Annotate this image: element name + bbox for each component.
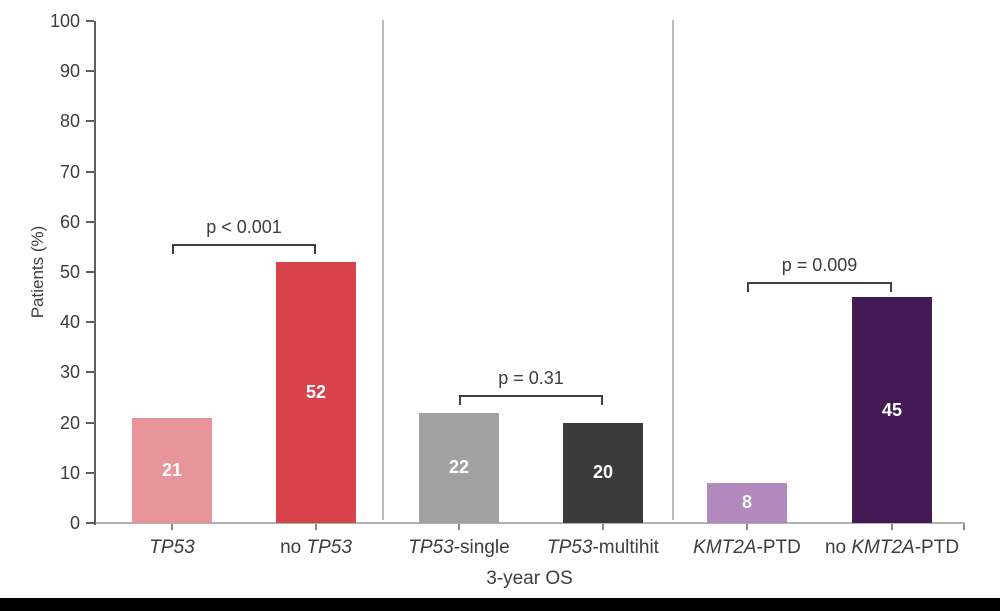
bar-no-TP53: 52 — [276, 261, 356, 523]
y-tick-label: 10 — [59, 462, 80, 483]
category-label: TP53-multihit — [547, 537, 659, 559]
significance-bracket — [459, 394, 603, 405]
bar-KMT2A-PTD: 8 — [707, 482, 787, 523]
x-axis-tick — [746, 524, 748, 530]
bar-value-label: 52 — [305, 381, 327, 402]
x-axis-end-tick — [963, 524, 965, 530]
y-tick-label: 100 — [49, 11, 80, 31]
category-label: no TP53 — [280, 537, 352, 559]
label-text: no — [824, 537, 852, 558]
y-axis-tick — [86, 471, 94, 474]
y-axis-tick — [86, 371, 94, 374]
significance-bracket — [747, 282, 892, 293]
y-axis-tick — [86, 20, 94, 22]
gene-name: TP53 — [306, 537, 352, 558]
y-axis-tick — [86, 170, 94, 173]
y-axis-tick — [86, 522, 94, 524]
label-text: no — [280, 537, 307, 558]
p-value-label: p = 0.009 — [781, 255, 858, 276]
x-axis-tick — [602, 524, 604, 530]
y-axis-tick — [86, 120, 94, 123]
gene-name: TP53 — [149, 537, 195, 558]
y-tick-label: 30 — [59, 362, 80, 383]
y-axis-tick — [86, 271, 94, 273]
y-tick-label: 90 — [59, 61, 80, 82]
y-axis-tick — [86, 321, 94, 324]
x-axis-line — [96, 522, 965, 524]
bar-value-label: 45 — [881, 399, 903, 420]
y-tick-label: 80 — [59, 111, 80, 132]
y-tick-label: 40 — [59, 312, 80, 333]
bar-TP53-multihit: 20 — [563, 422, 643, 523]
category-label: TP53 — [149, 537, 194, 559]
gene-name: KMT2A — [693, 537, 757, 558]
bar-TP53: 21 — [132, 417, 212, 523]
label-text: -single — [453, 537, 510, 558]
bar-value-label: 22 — [448, 457, 470, 478]
y-tick-label: 20 — [59, 412, 80, 433]
p-value-label: p = 0.31 — [498, 367, 564, 388]
y-tick-label: 70 — [59, 161, 80, 182]
x-axis-tick — [315, 524, 317, 530]
label-text: -PTD — [914, 537, 960, 558]
x-axis-tick — [891, 524, 893, 530]
y-tick-label: 60 — [59, 211, 80, 232]
x-axis-tick — [171, 524, 173, 530]
label-text: -PTD — [756, 537, 801, 558]
bar-TP53-single: 22 — [419, 412, 499, 523]
bar-value-label: 20 — [592, 462, 614, 483]
label-text: -multihit — [592, 537, 659, 558]
y-tick-label: 50 — [59, 262, 80, 282]
p-value-label: p < 0.001 — [206, 217, 282, 238]
category-label: KMT2A-PTD — [693, 537, 801, 559]
category-label: TP53-single — [408, 537, 509, 559]
significance-bracket — [172, 244, 316, 255]
y-axis-tick — [86, 421, 94, 424]
group-divider-line — [672, 20, 674, 520]
bar-no-KMT2A-PTD: 45 — [852, 297, 932, 523]
y-tick-label: 0 — [69, 513, 80, 533]
y-axis-line — [94, 21, 96, 525]
bar-value-label: 21 — [161, 459, 183, 480]
y-axis-tick — [86, 70, 94, 73]
gene-name: TP53 — [547, 537, 593, 558]
category-label: no KMT2A-PTD — [825, 537, 959, 559]
gene-name: KMT2A — [851, 537, 915, 558]
x-axis-title: 3-year OS — [486, 568, 573, 589]
gene-name: TP53 — [408, 537, 454, 558]
bottom-border-band — [0, 598, 1000, 611]
y-axis-tick — [86, 220, 94, 223]
group-divider-line — [382, 20, 384, 520]
x-axis-tick — [458, 524, 460, 530]
bar-value-label: 8 — [741, 492, 752, 513]
